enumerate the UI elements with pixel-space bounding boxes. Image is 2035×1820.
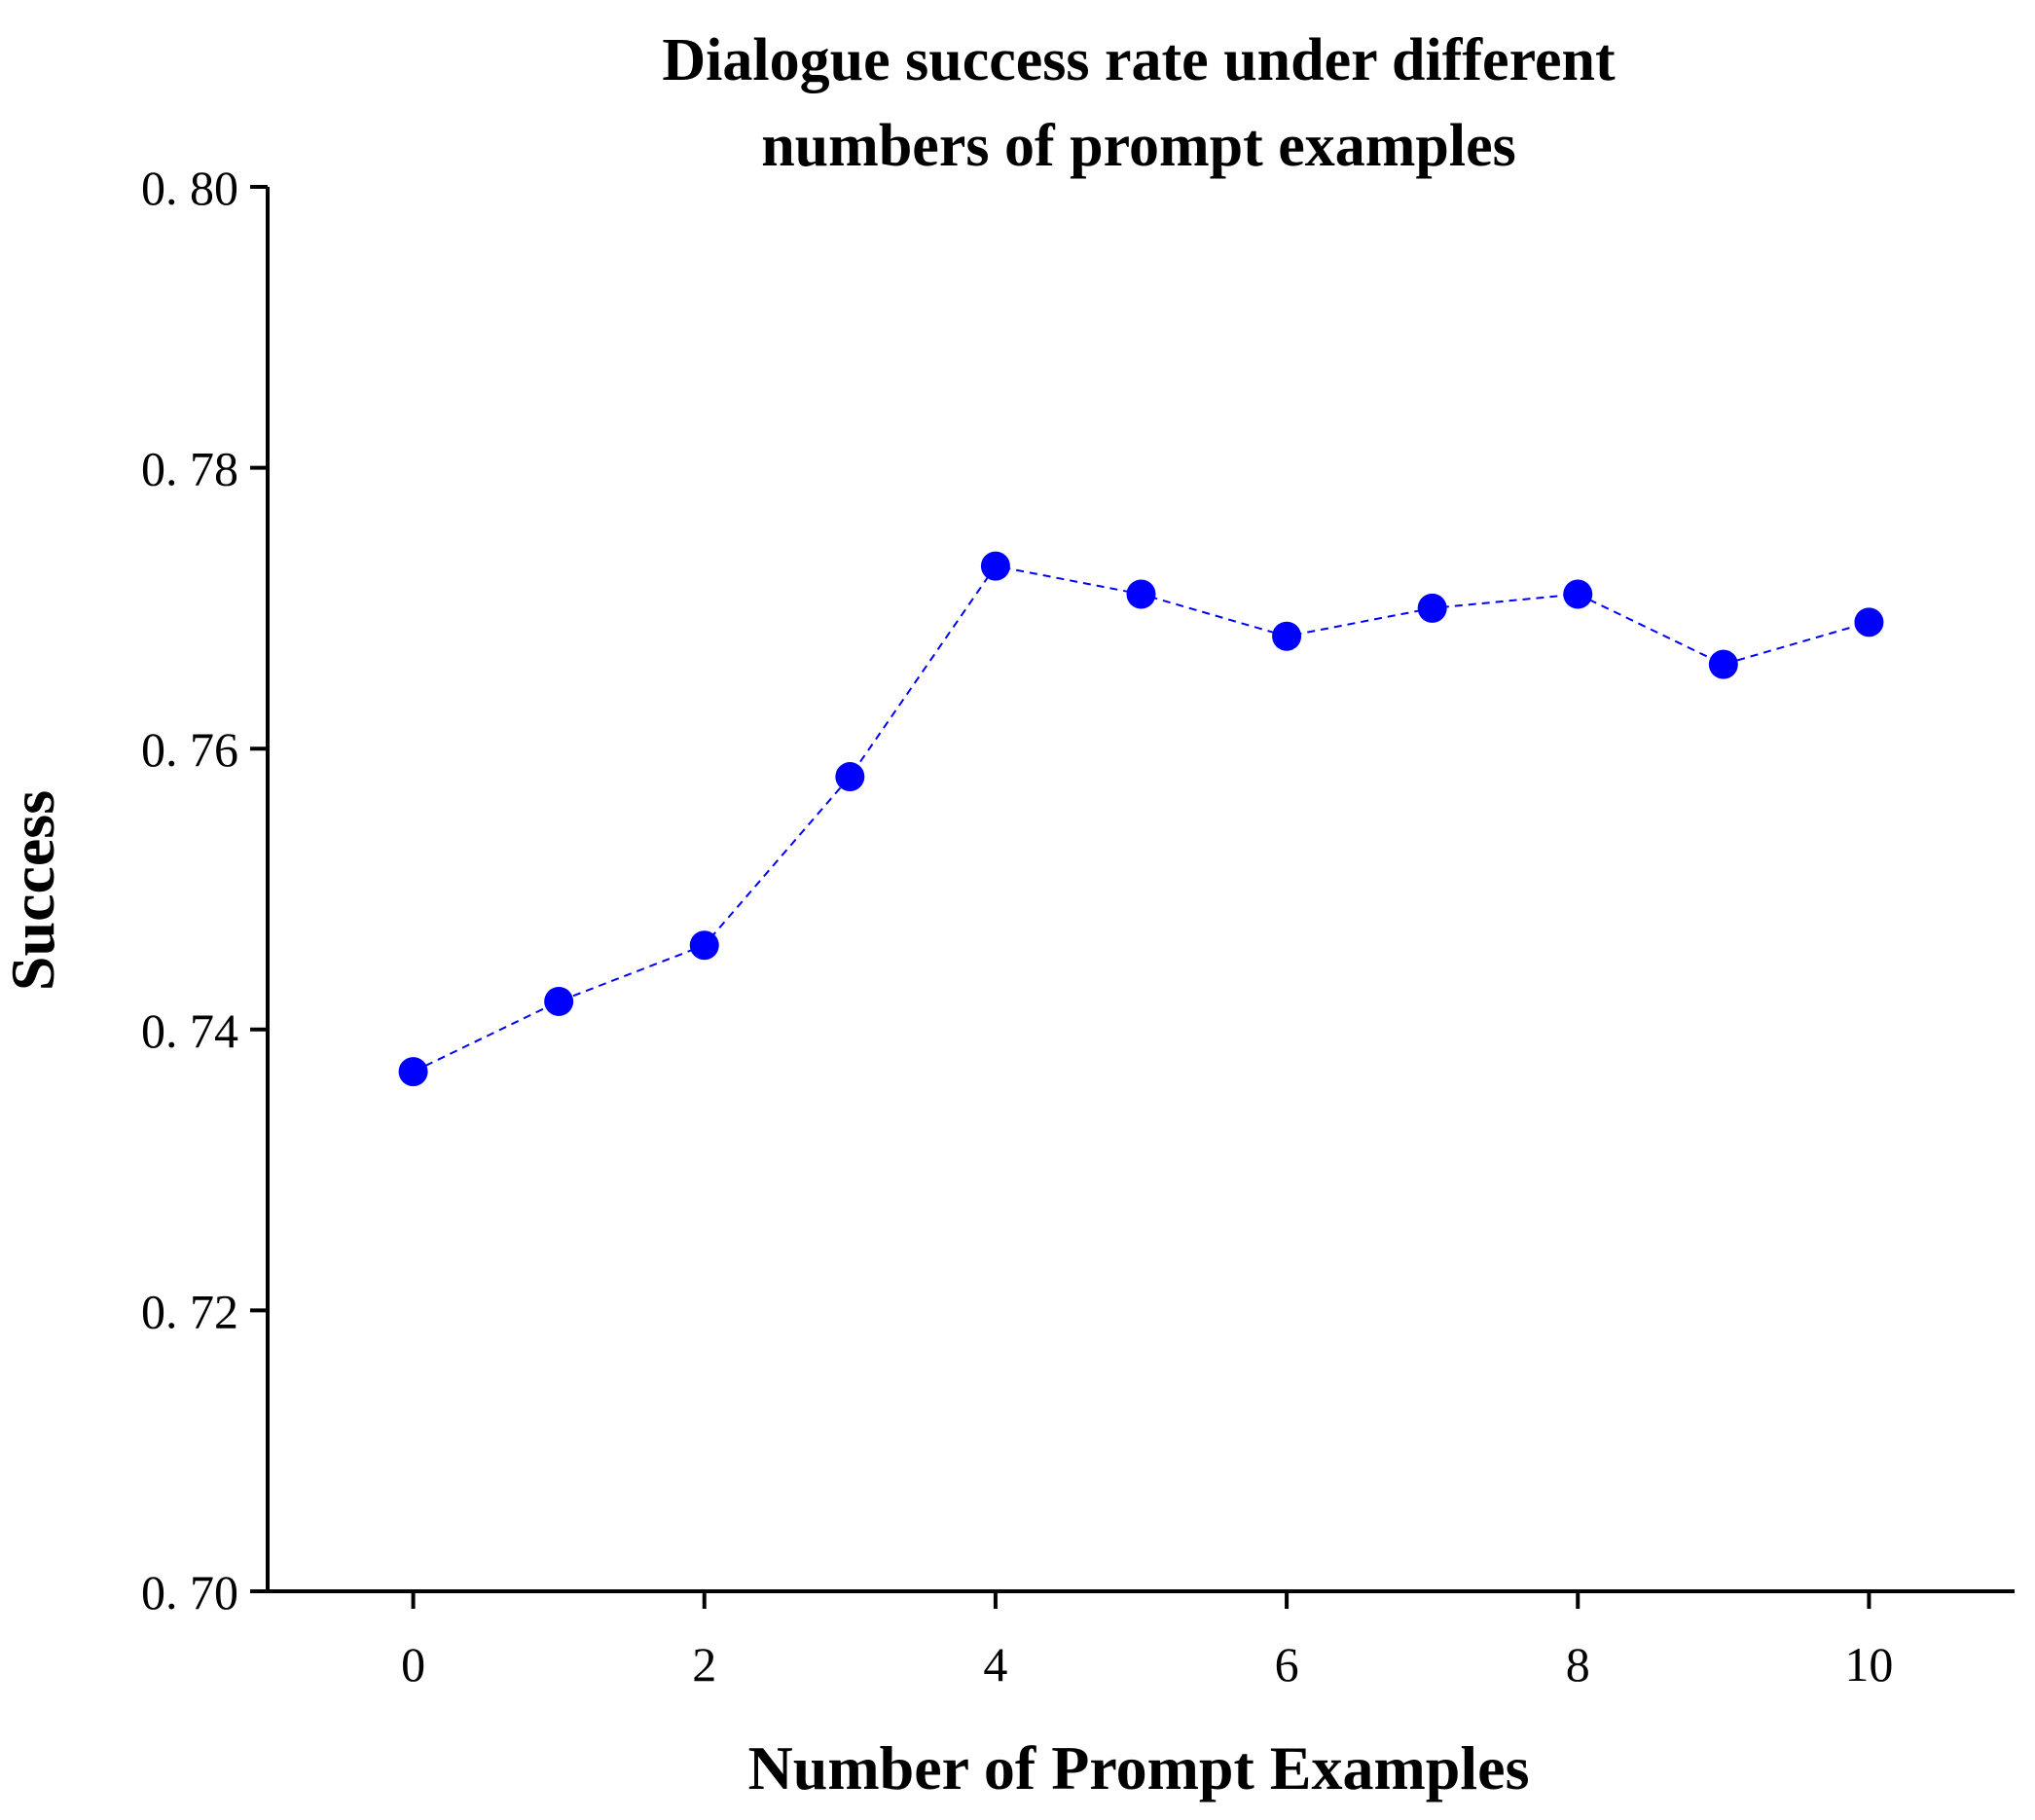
data-point	[689, 930, 719, 961]
chart-title-line-1: Dialogue success rate under different	[662, 27, 1616, 93]
data-point	[544, 986, 574, 1016]
data-point	[1126, 579, 1156, 609]
x-tick-label: 2	[692, 1637, 716, 1692]
y-tick-label: 0. 78	[141, 442, 238, 496]
data-point	[1417, 593, 1447, 623]
y-tick-label: 0. 80	[141, 161, 238, 215]
series-line	[413, 564, 1870, 1073]
y-tick-label: 0. 76	[141, 722, 238, 777]
x-tick-label: 10	[1844, 1637, 1893, 1692]
y-tick-label: 0. 72	[141, 1284, 238, 1338]
data-point	[1854, 607, 1884, 637]
data-point	[1563, 579, 1593, 609]
data-point	[835, 762, 865, 792]
data-point	[398, 1057, 428, 1087]
x-tick-label: 0	[401, 1637, 425, 1692]
axes	[266, 187, 2015, 1593]
data-point	[980, 551, 1010, 581]
data-point	[1272, 621, 1302, 651]
x-tick-label: 8	[1566, 1637, 1590, 1692]
y-tick-label: 0. 74	[141, 1003, 238, 1058]
y-tick-label: 0. 70	[141, 1565, 238, 1620]
x-axis-label: Number of Prompt Examples	[748, 1733, 1530, 1802]
y-axis-label: Success	[0, 790, 67, 991]
x-tick-label: 6	[1275, 1637, 1299, 1692]
x-tick-label: 4	[983, 1637, 1007, 1692]
data-point	[1708, 649, 1738, 679]
ticks: 0. 70 0. 72 0. 74 0. 76 0. 78 0. 80 0 2 4 6 8 10	[141, 161, 1893, 1692]
chart-title-line-2: numbers of prompt examples	[761, 113, 1516, 179]
series	[398, 551, 1884, 1087]
